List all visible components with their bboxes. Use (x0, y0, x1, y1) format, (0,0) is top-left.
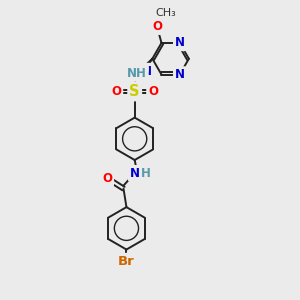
Text: H: H (137, 68, 147, 80)
Text: N: N (175, 36, 185, 50)
Text: N: N (142, 64, 152, 78)
Text: O: O (148, 85, 158, 98)
Text: O: O (102, 172, 112, 185)
Text: H: H (141, 167, 151, 180)
Text: O: O (111, 85, 122, 98)
Text: N: N (175, 68, 185, 81)
Text: CH₃: CH₃ (155, 8, 176, 19)
Text: O: O (152, 20, 162, 33)
Text: NH: NH (127, 67, 147, 80)
Text: S: S (129, 84, 140, 99)
Text: N: N (130, 167, 140, 180)
Text: Br: Br (118, 255, 135, 268)
